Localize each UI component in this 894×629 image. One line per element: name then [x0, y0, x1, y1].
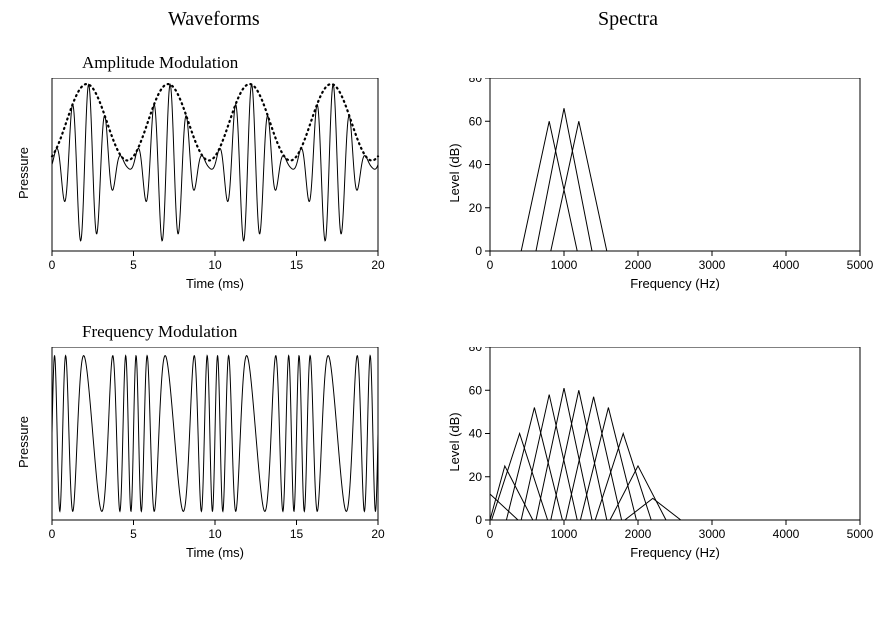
svg-text:4000: 4000: [773, 258, 800, 272]
svg-text:3000: 3000: [699, 258, 726, 272]
svg-text:15: 15: [290, 527, 304, 541]
column-title-waveforms: Waveforms: [168, 8, 260, 31]
svg-text:0: 0: [487, 258, 494, 272]
xlabel-freq: Frequency (Hz): [630, 276, 720, 291]
svg-text:3000: 3000: [699, 527, 726, 541]
xlabel-freq: Frequency (Hz): [630, 545, 720, 560]
chart-fm-waveform: 0 5 10 15 20 Pressure Time (ms): [12, 347, 412, 562]
column-title-spectra: Spectra: [598, 8, 658, 31]
svg-text:0: 0: [49, 527, 56, 541]
svg-text:5000: 5000: [847, 258, 874, 272]
svg-text:1000: 1000: [551, 258, 578, 272]
svg-text:5000: 5000: [847, 527, 874, 541]
svg-text:2000: 2000: [625, 527, 652, 541]
ylabel-pressure: Pressure: [16, 147, 31, 199]
svg-text:10: 10: [208, 258, 222, 272]
ylabel-level: Level (dB): [447, 412, 462, 471]
svg-text:20: 20: [469, 470, 483, 484]
svg-text:5: 5: [130, 527, 137, 541]
svg-text:2000: 2000: [625, 258, 652, 272]
svg-text:1000: 1000: [551, 527, 578, 541]
xlabel-time: Time (ms): [186, 545, 244, 560]
svg-text:0: 0: [475, 513, 482, 527]
chart-am-spectrum: 0 1000 2000 3000 4000 5000 0 20 40 60 80 Level (dB…: [445, 78, 885, 293]
svg-text:20: 20: [469, 201, 483, 215]
svg-text:5: 5: [130, 258, 137, 272]
ylabel-pressure: Pressure: [16, 416, 31, 468]
svg-text:0: 0: [49, 258, 56, 272]
svg-text:80: 80: [469, 347, 483, 354]
svg-text:0: 0: [475, 244, 482, 258]
svg-text:0: 0: [487, 527, 494, 541]
panel-title-am: Amplitude Modulation: [82, 53, 238, 73]
panel-title-fm: Frequency Modulation: [82, 322, 237, 342]
chart-fm-spectrum: 0 1000 2000 3000 4000 5000 0 20 40 60 80 Level (dB…: [445, 347, 885, 562]
svg-text:20: 20: [371, 258, 385, 272]
xlabel-time: Time (ms): [186, 276, 244, 291]
svg-text:15: 15: [290, 258, 304, 272]
svg-text:20: 20: [371, 527, 385, 541]
svg-text:4000: 4000: [773, 527, 800, 541]
ylabel-level: Level (dB): [447, 143, 462, 202]
svg-text:60: 60: [469, 114, 483, 128]
svg-text:40: 40: [469, 158, 483, 172]
svg-text:10: 10: [208, 527, 222, 541]
svg-text:40: 40: [469, 427, 483, 441]
svg-text:80: 80: [469, 78, 483, 85]
svg-text:60: 60: [469, 383, 483, 397]
chart-am-waveform: 0 5 10 15 20 Pressure Time (ms): [12, 78, 412, 293]
